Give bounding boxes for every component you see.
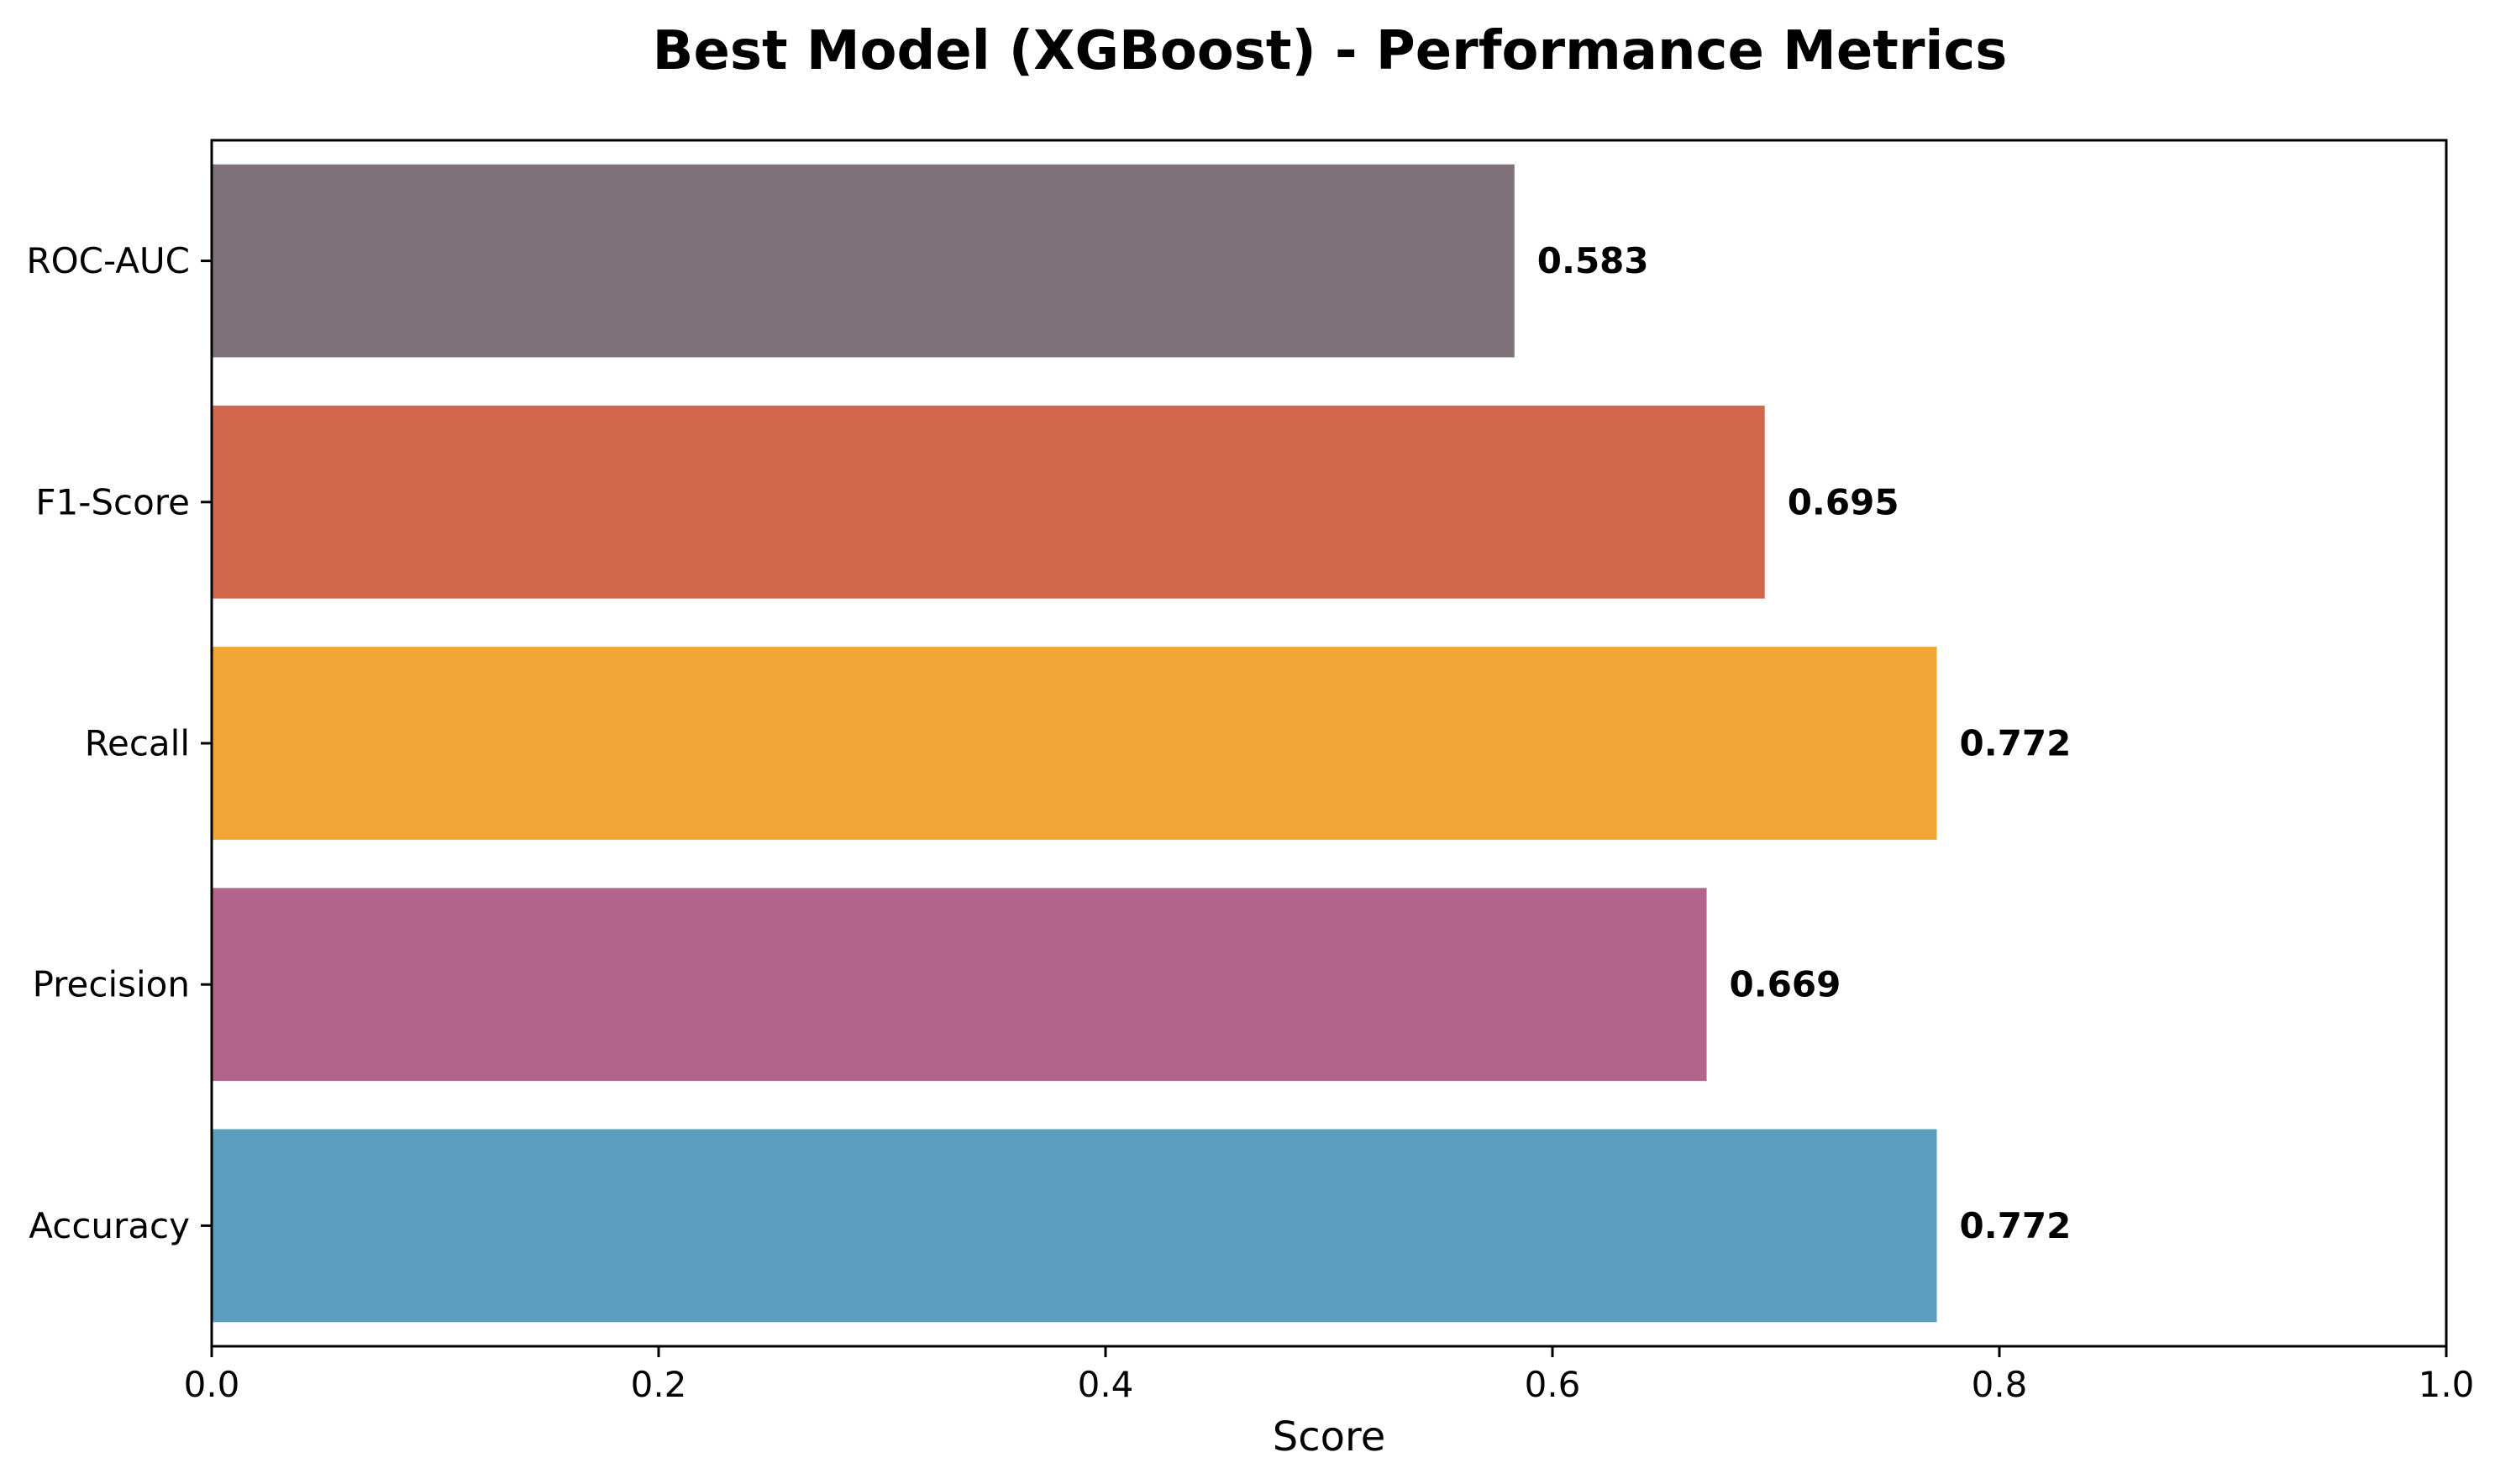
bar-f1-score xyxy=(212,405,1765,599)
value-label: 0.772 xyxy=(1960,1205,2072,1246)
x-axis-label: Score xyxy=(1273,1413,1385,1460)
x-tick-label: 0.2 xyxy=(631,1364,687,1405)
x-tick-label: 0.6 xyxy=(1525,1364,1581,1405)
y-tick-label: ROC-AUC xyxy=(26,240,190,281)
bar-precision xyxy=(212,888,1707,1082)
chart-title: Best Model (XGBoost) - Performance Metri… xyxy=(653,20,2008,82)
bar-roc-auc xyxy=(212,164,1515,358)
value-label: 0.695 xyxy=(1788,481,1899,522)
x-tick-label: 0.0 xyxy=(184,1364,240,1405)
y-tick-label: Recall xyxy=(85,723,190,764)
y-tick-label: Accuracy xyxy=(29,1205,190,1246)
x-tick-label: 0.4 xyxy=(1078,1364,1134,1405)
bar-accuracy xyxy=(212,1129,1937,1323)
x-tick-label: 0.8 xyxy=(1972,1364,2028,1405)
bars-layer: 0.772 0.669 0.772 0.695 0.583 xyxy=(212,164,2072,1323)
bar-recall xyxy=(212,647,1937,840)
value-label: 0.772 xyxy=(1960,723,2072,764)
ticks-layer: Accuracy Precision Recall F1-Score ROC-AUC 0.… xyxy=(26,240,2474,1405)
y-tick-label: F1-Score xyxy=(35,481,190,522)
y-tick-label: Precision xyxy=(33,964,190,1005)
value-label: 0.583 xyxy=(1537,240,1649,281)
value-label: 0.669 xyxy=(1730,964,1841,1005)
x-tick-label: 1.0 xyxy=(2419,1364,2475,1405)
